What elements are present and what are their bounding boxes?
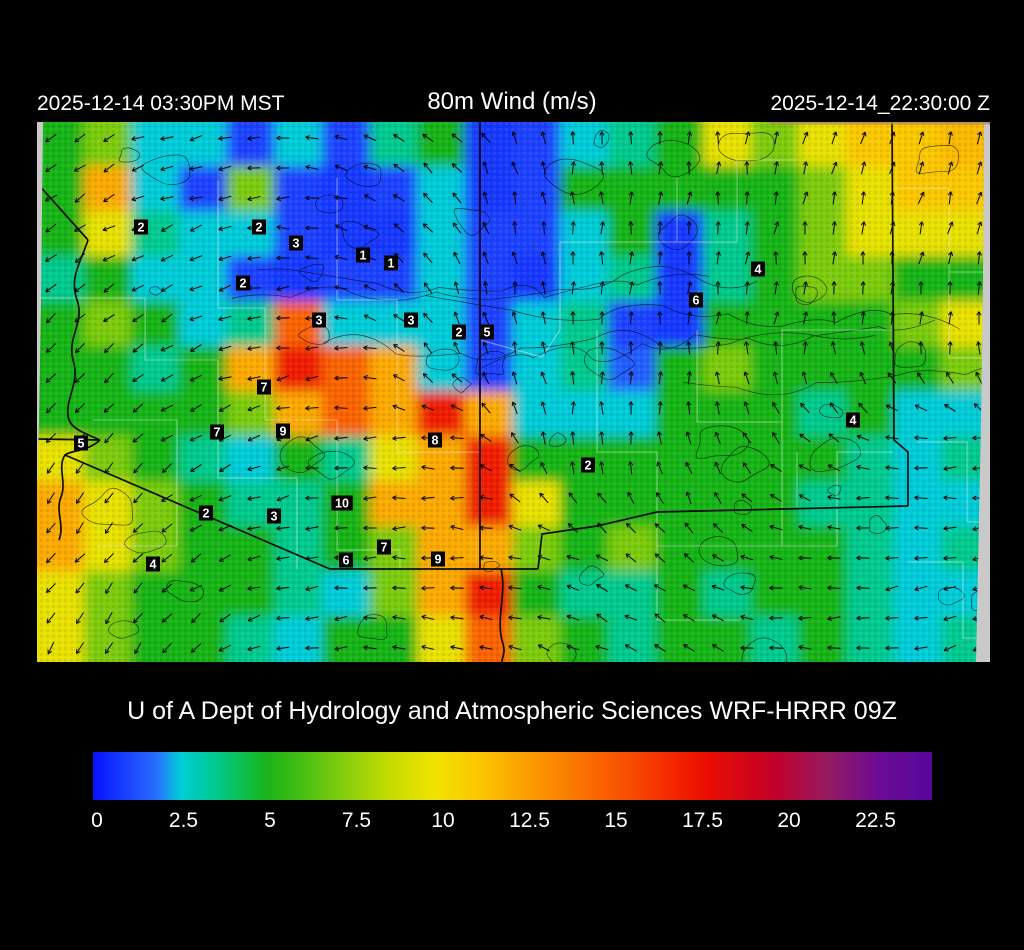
- wind-speed-map: 2 2 3 1 1 2 3 3 2 5 7 7 9 8 5 2 10 2 3 4 6 7 9 4 6 4: [37, 122, 990, 662]
- colorbar-tick-label: 5: [264, 809, 276, 832]
- contour-label: 7: [257, 379, 271, 395]
- border-az-mexico: [64, 454, 538, 570]
- contour-label: 1: [356, 247, 370, 263]
- contour-label: 2: [452, 324, 466, 340]
- border-ca-nv: [37, 438, 101, 441]
- contour-label: 8: [428, 432, 442, 448]
- contour-label: 3: [289, 235, 303, 251]
- svg-text:9: 9: [435, 553, 442, 567]
- border-bootheel: [499, 568, 505, 662]
- svg-text:1: 1: [388, 257, 395, 271]
- svg-text:1: 1: [360, 249, 367, 263]
- svg-text:4: 4: [150, 558, 157, 572]
- contour-label: 2: [236, 275, 250, 291]
- colorbar-tick-label: 17.5: [682, 809, 723, 832]
- contour-label: 2: [134, 219, 148, 235]
- svg-text:6: 6: [693, 294, 700, 308]
- border-nv-diagonal: [37, 182, 89, 241]
- svg-text:10: 10: [335, 497, 349, 511]
- colorbar-tick-label: 10: [431, 809, 455, 832]
- contour-label: 5: [74, 435, 88, 451]
- contour-label: 3: [312, 312, 326, 328]
- svg-text:3: 3: [408, 314, 415, 328]
- contour-label: 4: [146, 556, 160, 572]
- colorbar-tick-label: 2.5: [168, 809, 199, 832]
- svg-text:2: 2: [240, 277, 247, 291]
- terrain-contour-lines: [81, 130, 990, 662]
- svg-text:2: 2: [585, 459, 592, 473]
- svg-text:7: 7: [381, 541, 388, 555]
- colorbar-tick-label: 20: [777, 809, 801, 832]
- svg-text:5: 5: [78, 437, 85, 451]
- svg-text:3: 3: [293, 237, 300, 251]
- utc-timestamp: 2025-12-14_22:30:00 Z: [770, 92, 990, 115]
- colorbar-tick-labels: 0 2.5 5 7.5 10 12.5 15 17.5 20 22.5: [91, 809, 963, 837]
- border-nm-mexico: [537, 505, 909, 570]
- colorbar-tick-label: 22.5: [855, 809, 896, 832]
- contour-label: 3: [267, 508, 281, 524]
- contour-label: 6: [689, 292, 703, 308]
- svg-text:5: 5: [484, 326, 491, 340]
- svg-text:7: 7: [261, 381, 268, 395]
- contour-label: 4: [751, 261, 765, 277]
- contour-label: 7: [377, 539, 391, 555]
- domain-top-edge: [770, 122, 990, 125]
- wind-arrows: [44, 131, 986, 655]
- border-nm-tx: [891, 122, 909, 506]
- svg-text:4: 4: [850, 414, 857, 428]
- colorbar-tick-label: 12.5: [509, 809, 550, 832]
- svg-text:2: 2: [456, 326, 463, 340]
- border-colorado-river: [66, 239, 101, 441]
- svg-text:6: 6: [343, 554, 350, 568]
- contour-label: 1: [384, 255, 398, 271]
- domain-edge-mask: [37, 122, 990, 662]
- svg-text:9: 9: [280, 425, 287, 439]
- contour-label: 10: [331, 495, 353, 511]
- county-boundaries: [37, 159, 990, 639]
- svg-text:8: 8: [432, 434, 439, 448]
- wind-speed-colorbar: [93, 752, 932, 800]
- model-grid-texture: [37, 122, 990, 662]
- svg-text:2: 2: [203, 507, 210, 521]
- colorbar-tick-label: 15: [604, 809, 628, 832]
- local-timestamp: 2025-12-14 03:30PM MST: [37, 92, 285, 115]
- contour-label: 7: [210, 424, 224, 440]
- svg-text:2: 2: [138, 221, 145, 235]
- contour-label: 9: [276, 423, 290, 439]
- svg-text:7: 7: [214, 426, 221, 440]
- contour-labels: 2 2 3 1 1 2 3 3 2 5 7 7 9 8 5 2 10 2 3 4 6 7 9 4 6 4: [74, 219, 860, 572]
- contour-label: 2: [199, 505, 213, 521]
- contour-label: 6: [339, 552, 353, 568]
- svg-text:4: 4: [755, 263, 762, 277]
- contour-label: 9: [431, 551, 445, 567]
- contour-label: 5: [480, 324, 494, 340]
- credit-line: U of A Dept of Hydrology and Atmospheric…: [127, 697, 897, 725]
- svg-text:2: 2: [256, 221, 263, 235]
- contour-label: 2: [581, 457, 595, 473]
- colorbar-tick-label: 7.5: [341, 809, 372, 832]
- contour-label: 2: [252, 219, 266, 235]
- page-title: 80m Wind (m/s): [427, 88, 597, 115]
- state-borders: [37, 122, 909, 662]
- colorbar-tick-label: 0: [91, 809, 103, 832]
- contour-label: 3: [404, 312, 418, 328]
- svg-text:3: 3: [316, 314, 323, 328]
- contour-label: 4: [846, 412, 860, 428]
- svg-text:3: 3: [271, 510, 278, 524]
